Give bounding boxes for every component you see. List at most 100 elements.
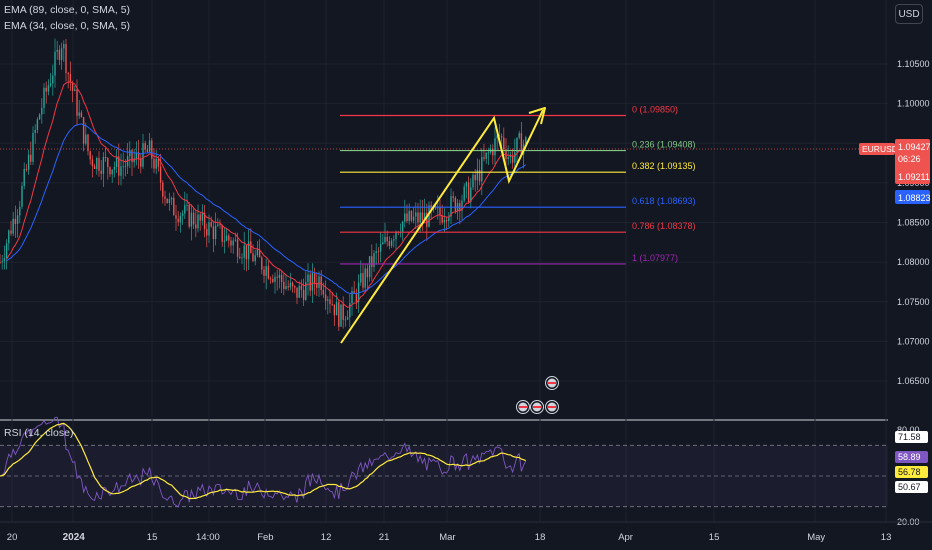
candle-body xyxy=(274,276,276,282)
candle-body xyxy=(8,230,10,244)
candle-body xyxy=(408,210,410,222)
ema89-legend[interactable]: EMA (89, close, 0, SMA, 5) xyxy=(4,4,131,16)
candle-body xyxy=(184,205,186,214)
candle-body xyxy=(0,262,1,263)
event-flag-stripe xyxy=(548,406,556,408)
candle-body xyxy=(188,205,190,227)
candle-body xyxy=(111,169,113,175)
event-flag-stripe xyxy=(519,406,527,408)
candle-body xyxy=(390,240,393,246)
candle-body xyxy=(307,274,309,283)
candle-body xyxy=(263,269,265,276)
candle-body xyxy=(1,261,3,263)
candle-body xyxy=(234,239,237,241)
time-axis-tick: Feb xyxy=(257,532,273,543)
candle-body xyxy=(272,279,274,282)
candle-body xyxy=(91,159,94,167)
currency-button[interactable]: USD xyxy=(895,4,923,24)
candle-body xyxy=(225,235,228,241)
candle-body xyxy=(100,170,102,174)
candle-body xyxy=(441,215,443,223)
candle-body xyxy=(472,174,474,188)
candle-body xyxy=(21,185,23,207)
candle-body xyxy=(159,166,162,183)
candle-body xyxy=(450,196,452,217)
candle-body xyxy=(195,224,197,229)
rsi-legend[interactable]: RSI (14, close) xyxy=(4,427,74,439)
candle-body xyxy=(148,140,151,152)
candle-body xyxy=(426,212,428,227)
candle-body xyxy=(302,289,305,300)
candle-body xyxy=(71,82,74,91)
candle-body xyxy=(470,187,472,203)
candle-body xyxy=(54,51,56,76)
candle-body xyxy=(36,119,39,131)
time-axis-tick: May xyxy=(807,532,825,543)
candle-body xyxy=(230,240,232,246)
candle-body xyxy=(56,49,58,52)
candle-body xyxy=(417,212,419,223)
candle-body xyxy=(280,274,283,282)
candle-body xyxy=(34,130,36,133)
candle-body xyxy=(47,85,50,92)
rsi-value-text: 71.58 xyxy=(898,432,921,442)
candle-body xyxy=(250,241,252,254)
candle-body xyxy=(333,304,336,316)
candle-body xyxy=(344,319,347,321)
candle-body xyxy=(500,136,503,138)
candle-body xyxy=(269,278,272,280)
candle-body xyxy=(496,135,498,139)
candle-body xyxy=(298,285,300,298)
candle-body xyxy=(129,150,131,157)
candle-body xyxy=(173,197,175,216)
candle-body xyxy=(518,133,520,138)
candle-body xyxy=(478,169,481,182)
candle-body xyxy=(212,226,215,239)
candle-body xyxy=(322,290,325,295)
candle-body xyxy=(404,213,406,222)
fib-level-label: 0.786 (1.08378) xyxy=(632,221,696,231)
candle-body xyxy=(5,243,8,259)
candle-body xyxy=(481,157,483,182)
candle-body xyxy=(309,274,311,291)
candle-body xyxy=(487,152,490,154)
candle-body xyxy=(146,149,149,152)
candle-body xyxy=(401,221,404,233)
candle-body xyxy=(258,249,261,258)
candle-body xyxy=(346,317,349,320)
candle-body xyxy=(327,299,329,301)
ema34-legend[interactable]: EMA (34, close, 0, SMA, 5) xyxy=(4,20,131,32)
time-axis-tick: 15 xyxy=(147,532,158,543)
candle-body xyxy=(32,132,34,162)
time-axis-tick: 12 xyxy=(321,532,332,543)
fib-level-label: 0 (1.09850) xyxy=(632,105,678,115)
candle-body xyxy=(349,303,351,318)
arrow-head xyxy=(528,107,546,125)
price-axis-tick: 1.10000 xyxy=(897,99,930,109)
candle-body xyxy=(474,174,476,181)
candle-body xyxy=(113,166,116,170)
ema89-value-text: 1.08823 xyxy=(898,193,931,203)
candle-body xyxy=(82,117,85,144)
candle-body xyxy=(206,229,208,236)
candle-body xyxy=(69,74,72,83)
last-price-badge xyxy=(895,139,930,184)
time-axis-tick: 2024 xyxy=(63,532,86,543)
candle-body xyxy=(93,166,96,169)
rsi-value-text: 58.89 xyxy=(898,452,921,462)
candle-body xyxy=(351,291,353,304)
candle-body xyxy=(492,148,494,156)
candle-body xyxy=(386,236,388,242)
candle-body xyxy=(410,210,413,221)
candle-body xyxy=(335,302,338,316)
price-axis-tick: 1.07000 xyxy=(897,336,930,346)
price-axis-tick: 1.10500 xyxy=(897,59,930,69)
candle-body xyxy=(465,182,468,187)
candle-body xyxy=(63,44,65,49)
candle-body xyxy=(177,218,179,223)
candle-body xyxy=(379,244,382,252)
candle-body xyxy=(236,239,239,257)
time-axis-tick: Mar xyxy=(439,532,455,543)
candle-body xyxy=(514,152,516,163)
